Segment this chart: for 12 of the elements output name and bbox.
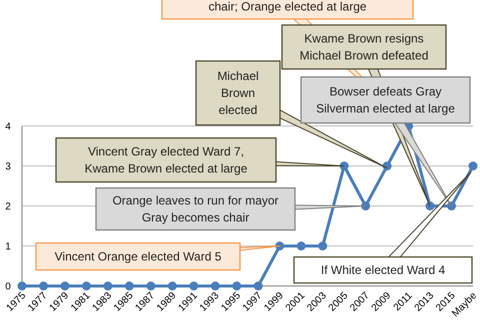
y-tick-label: 3: [5, 162, 12, 172]
y-tick-label: 1: [5, 242, 12, 252]
annotation: Vincent Gray elected Ward 7, Kwame Brown elected at large: [84, 144, 248, 176]
callout-box: If White elected Ward 4: [293, 172, 473, 284]
y-tick-label: 0: [5, 282, 12, 292]
annotation: Vincent Orange elected Ward 5: [54, 250, 222, 264]
y-tick-label: 2: [5, 202, 12, 212]
callout-box: Bowser defeats Gray Silverman elected at large: [300, 76, 471, 208]
y-tick-label: 4: [5, 122, 12, 132]
annotation: Kwame Brown resigns Michael Brown defeated: [300, 32, 428, 63]
annotation: If White elected Ward 4: [320, 263, 446, 278]
annotation: Orange leaves to run for mayor Gray becomes chair: [112, 194, 279, 225]
